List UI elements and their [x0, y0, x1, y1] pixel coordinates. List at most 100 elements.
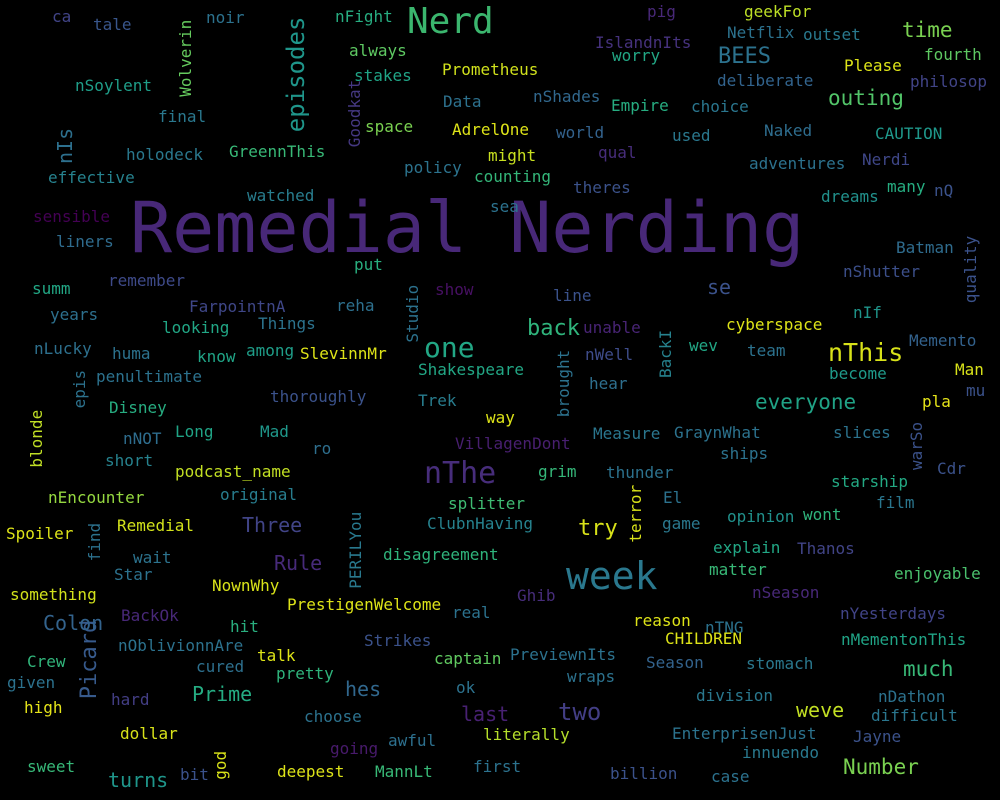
cloud-word: Data	[443, 92, 482, 111]
cloud-word: high	[24, 698, 63, 717]
cloud-word: Mad	[260, 422, 289, 441]
cloud-word: deepest	[277, 762, 345, 781]
cloud-word: liners	[56, 232, 114, 251]
cloud-word: geekFor	[744, 2, 812, 21]
cloud-word: Number	[843, 755, 919, 779]
cloud-word: terror	[626, 484, 645, 543]
cloud-word: Spoiler	[6, 524, 74, 543]
cloud-word: nOblivionnAre	[118, 636, 244, 655]
cloud-word: nYesterdays	[840, 604, 946, 623]
cloud-word: matter	[709, 560, 767, 579]
cloud-word: nShutter	[843, 262, 921, 281]
cloud-word: Batman	[896, 238, 954, 257]
cloud-word: stomach	[746, 654, 814, 673]
cloud-word: CHILDREN	[665, 629, 743, 648]
cloud-word: always	[349, 41, 407, 60]
cloud-word: wait	[133, 548, 172, 567]
cloud-word: stakes	[354, 66, 412, 85]
cloud-word: Memento	[909, 331, 977, 350]
cloud-word: quality	[961, 235, 980, 304]
cloud-word: way	[486, 408, 515, 427]
cloud-word: try	[578, 516, 618, 541]
cloud-word: Prometheus	[442, 60, 539, 79]
cloud-word: tale	[93, 15, 132, 34]
cloud-word: dollar	[120, 724, 178, 743]
cloud-word: enjoyable	[894, 564, 981, 583]
cloud-word: huma	[112, 344, 151, 363]
cloud-word: two	[558, 698, 602, 726]
cloud-word: Remedial	[117, 516, 195, 535]
cloud-word: given	[7, 673, 56, 692]
cloud-word: unable	[583, 318, 641, 337]
cloud-word: fourth	[924, 45, 982, 64]
cloud-word: grim	[538, 462, 577, 481]
cloud-word: PreviewnIts	[510, 645, 616, 664]
cloud-word: nShades	[533, 87, 601, 106]
cloud-word: awful	[388, 731, 437, 750]
cloud-word: nTNG	[705, 618, 744, 637]
cloud-word: film	[876, 493, 915, 512]
cloud-word: Thanos	[797, 539, 855, 558]
cloud-word: Naked	[764, 121, 813, 140]
cloud-word: space	[365, 117, 414, 136]
cloud-word: pla	[922, 392, 951, 411]
cloud-word: SlevinnMr	[300, 344, 387, 363]
cloud-word: opinion	[727, 507, 795, 526]
cloud-word: wev	[689, 336, 718, 355]
cloud-word: Cdr	[937, 459, 966, 478]
cloud-word: short	[105, 451, 154, 470]
cloud-word: nEncounter	[48, 488, 145, 507]
cloud-word: literally	[483, 725, 570, 744]
cloud-word: worry	[612, 46, 661, 65]
cloud-word: division	[696, 686, 774, 705]
cloud-word: Rule	[274, 551, 323, 575]
cloud-word: dreams	[821, 187, 879, 206]
cloud-word: billion	[610, 764, 678, 783]
cloud-word: wont	[803, 505, 842, 524]
cloud-word: episodes	[282, 16, 310, 133]
cloud-word: Season	[646, 653, 704, 672]
cloud-word: Prime	[192, 682, 253, 706]
cloud-word: FarpointnA	[189, 297, 286, 316]
cloud-word: turns	[108, 768, 169, 792]
cloud-word: nSoylent	[75, 76, 153, 95]
cloud-word: Remedial Nerding	[130, 187, 805, 269]
cloud-word: among	[246, 341, 295, 360]
cloud-word: world	[556, 123, 605, 142]
cloud-word: team	[747, 341, 786, 360]
cloud-word: reha	[336, 296, 375, 315]
cloud-word: first	[473, 757, 522, 776]
cloud-word: Long	[175, 422, 214, 441]
cloud-word: years	[50, 305, 99, 324]
cloud-word: blonde	[27, 409, 46, 468]
cloud-word: final	[158, 107, 207, 126]
cloud-word: week	[566, 554, 658, 598]
cloud-word: outing	[828, 86, 904, 110]
cloud-word: effective	[48, 168, 135, 187]
cloud-word: Ghib	[517, 586, 556, 605]
cloud-word: adventures	[749, 154, 846, 173]
cloud-word: ro	[312, 439, 332, 458]
cloud-word: watched	[247, 186, 315, 205]
cloud-word: choice	[691, 97, 749, 116]
cloud-word: pig	[647, 2, 676, 21]
cloud-word: show	[435, 280, 474, 299]
cloud-word: disagreement	[383, 545, 499, 564]
cloud-word: slices	[833, 423, 891, 442]
cloud-word: game	[662, 514, 701, 533]
cloud-word: remember	[108, 271, 186, 290]
cloud-word: nLucky	[34, 339, 92, 358]
cloud-word: El	[663, 488, 683, 507]
cloud-word: used	[672, 126, 711, 145]
cloud-word: pretty	[276, 664, 334, 683]
cloud-word: cured	[196, 657, 245, 676]
cloud-word: PERILYou	[346, 511, 365, 589]
cloud-word: outset	[803, 25, 861, 44]
cloud-word: summ	[32, 279, 71, 298]
cloud-word: holodeck	[126, 145, 204, 164]
cloud-word: VillagenDont	[455, 434, 571, 453]
cloud-word: nIf	[853, 303, 882, 322]
cloud-word: EnterprisenJust	[672, 724, 817, 743]
cloud-word: brought	[554, 349, 573, 418]
